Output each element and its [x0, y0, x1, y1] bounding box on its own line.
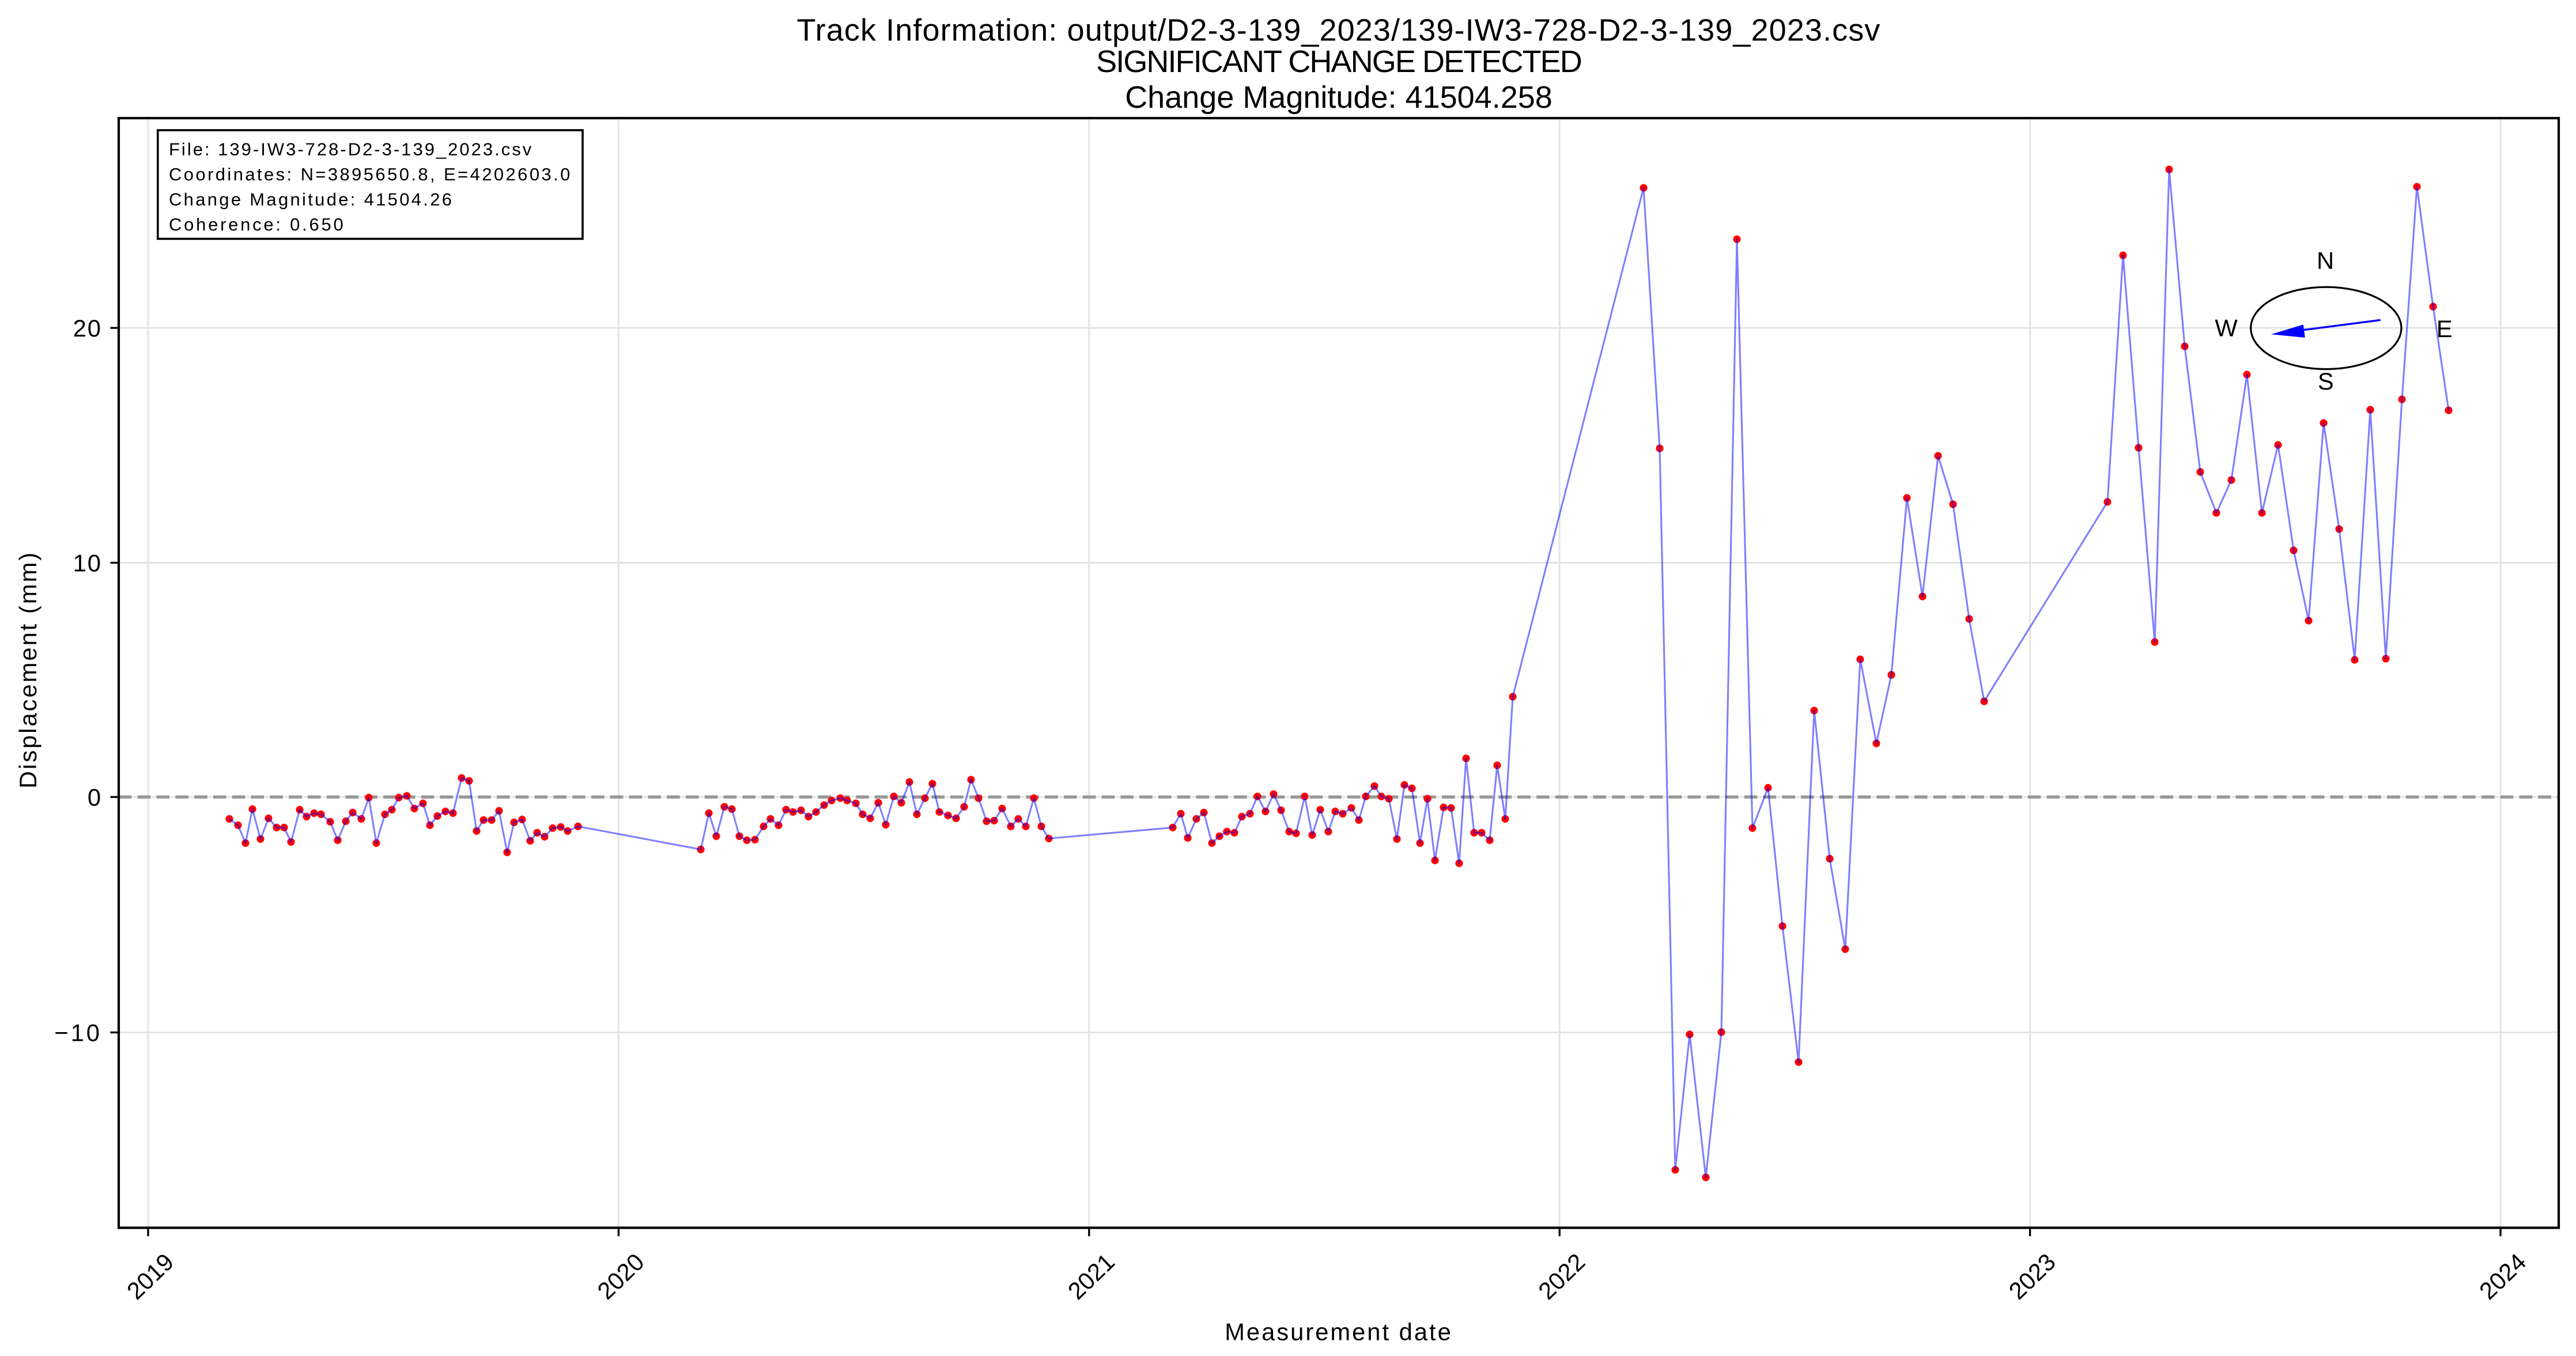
- svg-text:Displacement (mm): Displacement (mm): [14, 551, 41, 788]
- svg-text:Measurement date: Measurement date: [1225, 1319, 1453, 1346]
- svg-text:Track Information: output/D2-3: Track Information: output/D2-3-139_2023/…: [797, 13, 1881, 48]
- svg-text:File: 139-IW3-728-D2-3-139_202: File: 139-IW3-728-D2-3-139_2023.csv: [169, 139, 533, 159]
- svg-text:10: 10: [73, 550, 102, 577]
- svg-text:20: 20: [73, 315, 102, 342]
- svg-text:Change Magnitude: 41504.258: Change Magnitude: 41504.258: [1125, 80, 1553, 115]
- svg-text:0: 0: [88, 784, 102, 811]
- svg-text:Coherence: 0.650: Coherence: 0.650: [169, 214, 345, 235]
- svg-text:SIGNIFICANT CHANGE DETECTED: SIGNIFICANT CHANGE DETECTED: [1096, 44, 1581, 79]
- svg-text:W: W: [2215, 315, 2238, 342]
- svg-text:Change Magnitude: 41504.26: Change Magnitude: 41504.26: [169, 189, 454, 209]
- svg-text:Coordinates: N=3895650.8, E=42: Coordinates: N=3895650.8, E=4202603.0: [169, 164, 572, 184]
- svg-text:S: S: [2318, 368, 2334, 395]
- svg-text:−10: −10: [54, 1019, 102, 1047]
- svg-text:N: N: [2317, 247, 2334, 274]
- svg-text:E: E: [2437, 315, 2453, 342]
